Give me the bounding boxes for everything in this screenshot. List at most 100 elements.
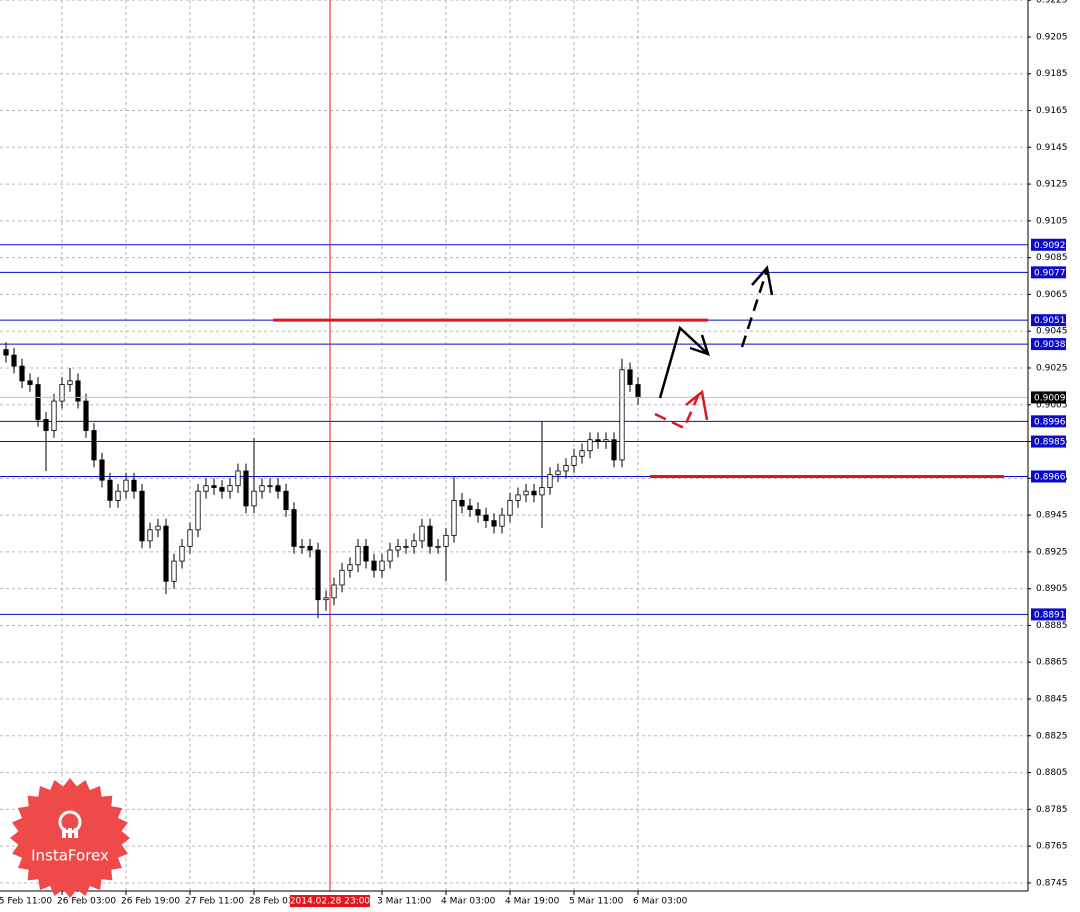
last-price-label: 0.9009	[1034, 393, 1066, 403]
candle-body	[475, 509, 481, 516]
candle-body	[259, 485, 265, 492]
arrow-path	[740, 269, 769, 348]
candle-body	[563, 465, 569, 472]
candle-body	[611, 439, 617, 461]
y-tick-label: 0.9045	[1036, 327, 1068, 337]
logo: InstaForex	[10, 778, 130, 898]
x-tick-label: 26 Feb 19:00	[121, 897, 180, 907]
candle-body	[355, 545, 361, 566]
level-label: 0.8985	[1034, 438, 1066, 448]
candle-body	[379, 560, 385, 571]
x-tick-label: 25 Feb 11:00	[0, 897, 52, 907]
y-tick-label: 0.8885	[1036, 621, 1068, 631]
candle-body	[131, 479, 137, 492]
candle-body	[403, 545, 409, 548]
candle-body	[19, 365, 25, 382]
last-price-box	[1031, 391, 1066, 404]
candle-body	[411, 540, 417, 547]
candle-body	[171, 560, 177, 582]
candle-body	[51, 400, 57, 431]
candle-body	[267, 485, 273, 488]
forecast-arrows	[654, 265, 774, 430]
candle-body	[307, 545, 313, 551]
candle-body	[211, 485, 217, 488]
y-tick-label: 0.9105	[1036, 216, 1068, 226]
candle-body	[27, 380, 33, 385]
x-tick-label: 27 Feb 11:00	[185, 897, 244, 907]
x-tick-label: 3 Mar 11:00	[377, 897, 432, 907]
candle-body	[587, 439, 593, 452]
level-label-box	[1031, 415, 1066, 428]
y-tick-label: 0.9225	[1036, 0, 1068, 6]
candle-body	[395, 545, 401, 551]
y-tick-label: 0.9185	[1036, 69, 1068, 79]
candle-body	[139, 490, 145, 542]
arrow-head	[689, 334, 710, 356]
candle-body	[3, 349, 9, 356]
candle-body	[291, 509, 297, 547]
candle-body	[627, 369, 633, 385]
level-label-box	[1031, 266, 1066, 279]
candle-body	[539, 487, 545, 496]
candle-body	[443, 534, 449, 547]
logo-icon	[58, 810, 82, 838]
level-label: 0.9051	[1034, 316, 1066, 326]
candle-body	[339, 569, 345, 586]
y-tick-label: 0.9165	[1036, 106, 1068, 116]
candle-body	[347, 564, 353, 571]
arrow-head	[685, 389, 709, 421]
y-tick-label: 0.8745	[1036, 878, 1068, 888]
candle-body	[187, 529, 193, 547]
y-tick-label: 0.8945	[1036, 511, 1068, 521]
y-tick-label: 0.8765	[1036, 842, 1068, 852]
candle-body	[275, 485, 281, 492]
candle-body	[371, 560, 377, 571]
candle-body	[147, 529, 153, 542]
candle-body	[155, 525, 161, 531]
arrow-path	[658, 325, 709, 399]
y-tick-label: 0.8905	[1036, 584, 1068, 594]
level-label-box	[1031, 338, 1066, 351]
level-label: 0.8891	[1034, 610, 1066, 620]
candle-body	[123, 479, 129, 492]
candle-body	[619, 369, 625, 461]
plot	[0, 0, 1028, 891]
candle-body	[251, 490, 257, 507]
candle-body	[459, 499, 465, 507]
candle-body	[35, 384, 41, 420]
candle-body	[483, 514, 489, 522]
level-label-box	[1031, 314, 1066, 327]
candle-body	[203, 485, 209, 492]
x-tick-label: 26 Feb 03:00	[57, 897, 116, 907]
candle-body	[67, 380, 73, 385]
candle-body	[635, 384, 641, 398]
candle-body	[195, 490, 201, 531]
y-tick-label: 0.8785	[1036, 805, 1068, 815]
x-tick-label: 4 Mar 19:00	[505, 897, 560, 907]
x-tick-label: 6 Mar 03:00	[633, 897, 688, 907]
y-tick-label: 0.8825	[1036, 731, 1068, 741]
candle-body	[59, 384, 65, 402]
y-tick-label: 0.9125	[1036, 180, 1068, 190]
candle-body	[323, 597, 329, 601]
level-label-box	[1031, 608, 1066, 621]
candle-body	[219, 487, 225, 492]
candle-body	[75, 380, 81, 402]
candle-body	[91, 430, 97, 461]
level-label-box	[1031, 470, 1066, 483]
candle-body	[283, 490, 289, 510]
candle-body	[43, 419, 49, 431]
level-label: 0.9038	[1034, 340, 1066, 350]
candle-body	[11, 354, 17, 367]
candle-body	[515, 494, 521, 501]
candle-body	[507, 499, 513, 516]
candle-body	[555, 470, 561, 476]
candle-body	[603, 439, 609, 442]
candle-body	[315, 549, 321, 601]
y-tick-label: 0.9005	[1036, 400, 1068, 410]
candle-body	[179, 545, 185, 562]
level-label: 0.9077	[1034, 268, 1066, 278]
candle-body	[99, 459, 105, 481]
